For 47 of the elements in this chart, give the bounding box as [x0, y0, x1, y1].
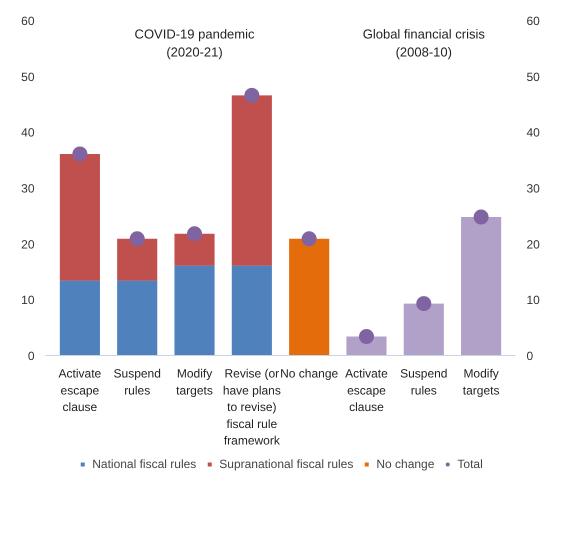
point [244, 88, 260, 103]
point [72, 146, 88, 162]
y2-tick-label: 20 [526, 237, 540, 252]
y2-tick-label: 40 [526, 126, 540, 140]
y2-tick-label: 10 [526, 293, 540, 308]
point [302, 231, 317, 246]
y-tick-label: 0 [28, 349, 35, 363]
point [130, 231, 145, 246]
bar [404, 304, 444, 356]
bar [60, 154, 100, 281]
bar [117, 280, 158, 356]
bar [117, 238, 158, 281]
legend-label: Supranational fiscal rules [219, 457, 354, 471]
annotation: Global financial crisis (2008-10) [362, 26, 486, 60]
legend-label: Total [457, 457, 483, 471]
x-tick-label: Activate escape clause [345, 366, 388, 414]
bar [174, 234, 215, 266]
bar [289, 238, 330, 356]
x-tick-label: Suspend rules [400, 366, 448, 398]
x-tick-label: Modify targets [176, 366, 213, 398]
x-tick-label: Modify targets [462, 366, 500, 398]
point [187, 226, 202, 242]
y-tick-label: 40 [21, 126, 35, 140]
y-tick-label: 50 [21, 70, 35, 84]
y-tick-label: 20 [21, 237, 35, 252]
bar [60, 280, 100, 356]
bar [232, 266, 272, 356]
point [416, 296, 432, 312]
point [474, 210, 489, 225]
y2-tick-label: 30 [526, 182, 540, 196]
bar [232, 95, 272, 266]
x-tick-label: Activate escape clause [58, 366, 102, 414]
y-tick-label: 10 [21, 293, 35, 308]
x-tick-label: Suspend rules [114, 366, 161, 398]
y2-tick-label: 50 [526, 70, 540, 84]
x-tick-label: Revise (or have plans to revise) fiscal rule framework [222, 366, 281, 448]
bar [461, 217, 502, 356]
y-tick-label: 60 [21, 14, 35, 28]
annotation: COVID-19 pandemic (2020-21) [134, 26, 255, 60]
legend-label: National fiscal rules [92, 457, 196, 471]
legend-label: No change [376, 457, 434, 471]
point [358, 329, 374, 344]
y2-tick-label: 60 [526, 14, 540, 28]
x-tick-label: No change [280, 366, 339, 380]
bar [174, 266, 215, 356]
y-tick-label: 30 [21, 182, 35, 196]
y2-tick-label: 0 [526, 349, 534, 363]
